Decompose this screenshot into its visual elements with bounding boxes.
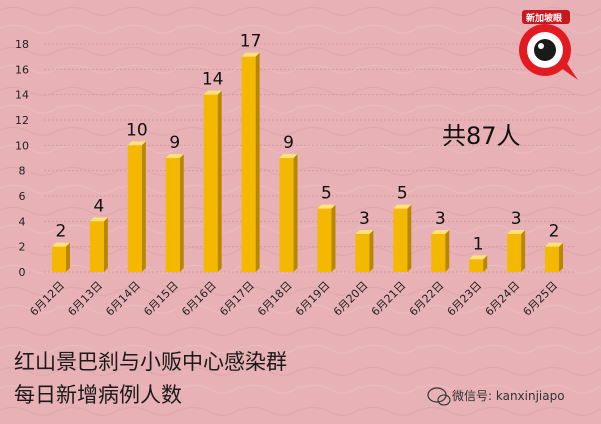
- data-label: 9: [169, 133, 180, 153]
- caption-line-1: 红山景巴刹与小贩中心感染群: [14, 350, 287, 374]
- data-label: 5: [321, 184, 332, 204]
- y-tick-label: 8: [19, 165, 26, 178]
- wechat-id: 微信号: kanxinjiapo: [452, 389, 565, 403]
- y-tick-label: 14: [15, 89, 29, 102]
- y-tick-label: 10: [15, 139, 29, 152]
- eye-highlight: [538, 43, 544, 49]
- data-label: 3: [511, 209, 522, 229]
- bar-top: [165, 154, 184, 158]
- bar-top: [469, 255, 488, 260]
- bar: [355, 234, 370, 272]
- eye-icon: [534, 39, 556, 61]
- y-tick-label: 12: [15, 114, 29, 127]
- bar: [165, 158, 180, 272]
- data-label: 5: [397, 184, 408, 204]
- logo-text-bg: [522, 10, 570, 24]
- bar-top: [545, 242, 564, 247]
- bar: [279, 158, 294, 272]
- bar-top: [279, 154, 298, 158]
- bar: [203, 94, 218, 273]
- bar-top: [127, 141, 146, 146]
- bar-side: [293, 154, 298, 272]
- bar-side: [369, 230, 374, 272]
- bar-side: [483, 255, 488, 272]
- bar-top: [393, 204, 412, 209]
- bar-top: [51, 242, 70, 247]
- y-tick-label: 6: [19, 190, 26, 203]
- bar-side: [331, 204, 336, 272]
- bar-side: [559, 242, 564, 272]
- bar-side: [179, 154, 184, 272]
- logo-tail: [561, 62, 578, 80]
- data-labels: 2 4 10 9 14 17 9 5 3 5 3 1 3 2: [56, 32, 560, 255]
- bar: [317, 208, 332, 272]
- data-label: 3: [359, 209, 370, 229]
- data-label: 10: [126, 120, 148, 140]
- data-label: 9: [283, 133, 294, 153]
- data-label: 2: [56, 222, 67, 242]
- bar-top: [355, 230, 374, 234]
- y-tick-label: 0: [19, 266, 26, 279]
- bar: [89, 221, 104, 272]
- bar: [469, 259, 484, 272]
- data-label: 2: [549, 222, 560, 242]
- data-label: 3: [435, 209, 446, 229]
- bar-top: [203, 90, 222, 95]
- bars: [51, 52, 564, 273]
- y-tick-label: 4: [19, 215, 26, 228]
- bar-side: [65, 242, 70, 272]
- bar-side: [407, 204, 412, 272]
- bar-top: [89, 217, 108, 222]
- bar-top: [317, 204, 336, 209]
- bar: [507, 234, 522, 272]
- bar-top: [431, 230, 450, 234]
- bar-side: [103, 217, 108, 272]
- bar-top: [241, 52, 260, 57]
- y-axis: 0 2 4 6 8 10 12 14 16 18: [15, 38, 29, 279]
- data-label: 14: [202, 70, 224, 90]
- bar: [51, 246, 66, 272]
- wechat-icon-small: [437, 394, 451, 406]
- total-annotation: 共87人: [442, 122, 521, 150]
- y-tick-label: 2: [19, 241, 26, 254]
- bar: [431, 234, 446, 272]
- bar: [127, 145, 142, 272]
- bar-side: [141, 141, 146, 272]
- y-tick-label: 16: [15, 63, 29, 76]
- caption-line-2: 每日新增病例人数: [14, 383, 182, 407]
- data-label: 17: [240, 32, 262, 52]
- bar: [393, 208, 408, 272]
- y-tick-label: 18: [15, 38, 29, 51]
- logo-text: 新加坡眼: [526, 12, 562, 24]
- bar: [241, 56, 256, 272]
- bar: [545, 246, 560, 272]
- bar-side: [445, 230, 450, 272]
- data-label: 1: [473, 234, 484, 254]
- bar-side: [521, 230, 526, 272]
- logo: 新加坡眼: [519, 10, 578, 80]
- bar-side: [217, 90, 222, 273]
- bar-side: [255, 52, 260, 272]
- data-label: 4: [93, 196, 104, 216]
- wechat-watermark: 微信号: kanxinjiapo: [427, 387, 565, 406]
- bar-top: [507, 230, 526, 234]
